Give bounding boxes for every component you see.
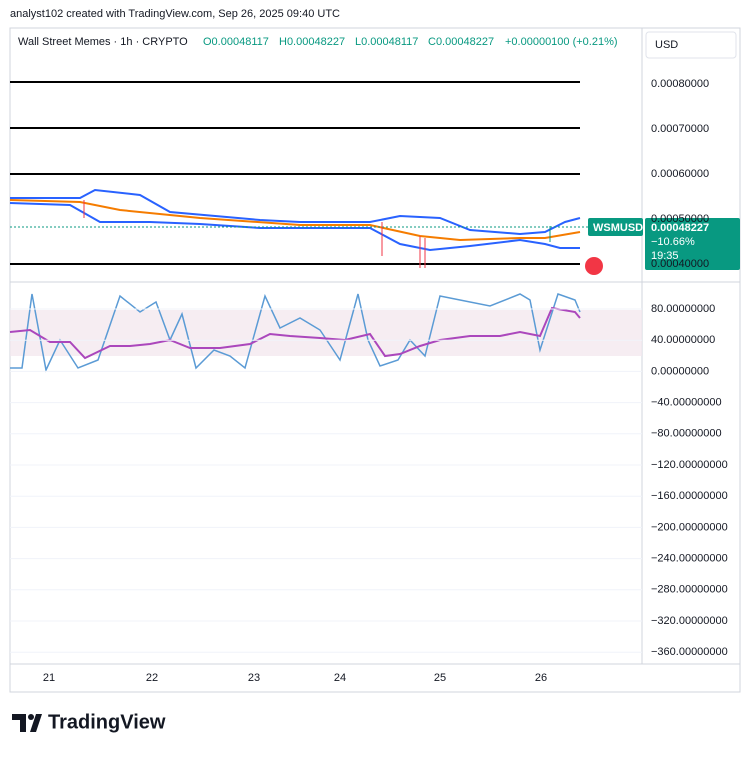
oscillator-label: 80.00000000	[651, 303, 715, 315]
candles	[83, 200, 426, 268]
badge-price: 0.00048227	[651, 222, 709, 234]
legend-high: H0.00048227	[279, 36, 345, 48]
oscillator-label: 0.00000000	[651, 365, 709, 377]
symbol-badge	[588, 218, 643, 236]
oscillator-label: −240.00000000	[651, 553, 728, 565]
price-label: 0.00080000	[651, 78, 709, 90]
legend-open: O0.00048117	[203, 36, 269, 48]
time-label: 23	[248, 672, 260, 684]
legend-symbol: Wall Street Memes · 1h · CRYPTO	[18, 36, 188, 48]
price-label: 0.00070000	[651, 123, 709, 135]
time-label: 25	[434, 672, 446, 684]
price-label: 0.00050000	[651, 213, 709, 225]
oscillator-label: −280.00000000	[651, 584, 728, 596]
chart-frame	[9, 27, 741, 693]
time-label: 21	[43, 672, 55, 684]
oscillator-label: 40.00000000	[651, 334, 715, 346]
currency-button[interactable]	[645, 31, 737, 59]
oscillator-label: −360.00000000	[651, 646, 728, 658]
oscillator-label: −40.00000000	[651, 397, 722, 409]
price-label: 0.00040000	[651, 258, 709, 270]
price-label: 0.00060000	[651, 168, 709, 180]
oscillator-label: −120.00000000	[651, 459, 728, 471]
time-label: 26	[535, 672, 547, 684]
price-badge	[645, 218, 740, 270]
legend: Wall Street Memes · 1h · CRYPTO O0.00048…	[18, 36, 618, 48]
time-label: 24	[334, 672, 346, 684]
legend-close: C0.00048227	[428, 36, 494, 48]
badge-symbol: WSMUSD	[593, 222, 643, 234]
oscillator-label: −320.00000000	[651, 615, 728, 627]
currency[interactable]: USD	[655, 39, 678, 51]
flag-icon[interactable]	[585, 257, 603, 275]
legend-change: +0.00000100 (+0.21%)	[505, 36, 618, 48]
badge-countdown: 19:35	[651, 250, 679, 262]
badge-change: −10.66%	[651, 236, 695, 248]
oscillator-label: −160.00000000	[651, 490, 728, 502]
caption: analyst102 created with TradingView.com,…	[10, 8, 340, 20]
logo	[12, 714, 42, 732]
legend-low: L0.00048117	[355, 36, 418, 48]
oscillator-label: −200.00000000	[651, 521, 728, 533]
brand: TradingView	[48, 711, 166, 733]
horizontal-lines	[10, 81, 580, 265]
oscillator-label: −80.00000000	[651, 428, 722, 440]
bollinger-bands	[9, 188, 581, 252]
stochastic	[9, 293, 581, 373]
time-label: 22	[146, 672, 158, 684]
